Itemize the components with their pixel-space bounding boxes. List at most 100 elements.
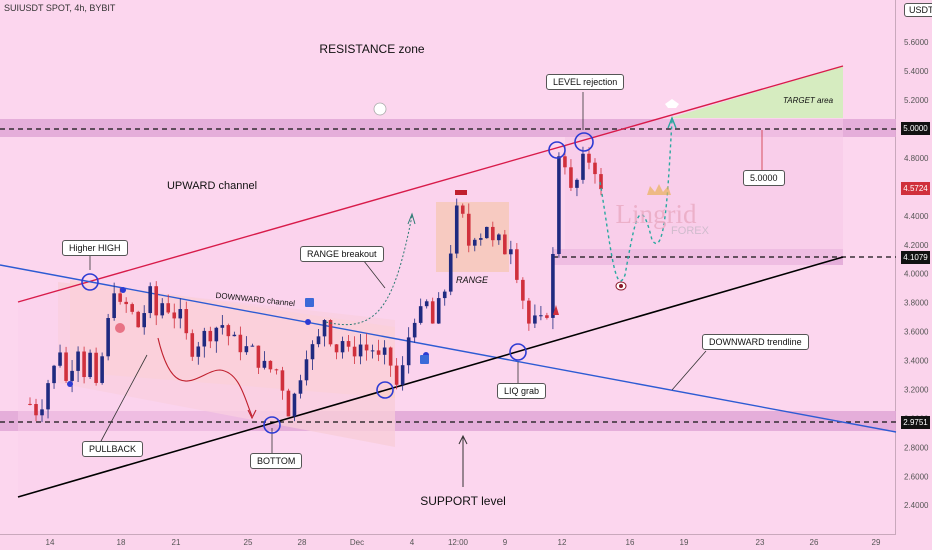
- bottom-marker[interactable]: [263, 416, 281, 434]
- level-rejection-marker[interactable]: [574, 132, 594, 152]
- eye-pupil: [619, 284, 623, 288]
- y-tick-label: 3.8000: [904, 299, 929, 308]
- candle-body: [376, 350, 381, 355]
- candle-body: [478, 238, 483, 240]
- candle-body: [136, 311, 140, 328]
- watermark-brand: Lingrid: [616, 199, 697, 229]
- candle-body: [154, 286, 159, 316]
- x-tick-label: 12:00: [448, 538, 469, 547]
- candle-body: [256, 345, 261, 368]
- candle-body: [274, 369, 279, 371]
- candle-body: [509, 249, 513, 255]
- y-tick-label: 3.4000: [904, 357, 929, 366]
- bottom-callout: BOTTOM: [250, 453, 303, 469]
- support-trendline[interactable]: [17, 256, 844, 498]
- time-axis[interactable]: 14 18 21 25 28 Dec 4 12:00 9 12 16 19 23 26 29: [46, 538, 881, 547]
- candle-body: [593, 162, 597, 175]
- candle-body: [454, 205, 459, 254]
- candle-body: [521, 279, 525, 301]
- signal-dot: [115, 323, 125, 333]
- candle-body: [515, 249, 519, 280]
- support-zone-band: [0, 411, 896, 431]
- trendline-pointer: [671, 350, 707, 391]
- upward-channel-line[interactable]: [17, 65, 844, 303]
- x-tick-label: 9: [503, 538, 508, 547]
- higher-high-marker[interactable]: [81, 273, 99, 291]
- x-tick-label: 12: [558, 538, 567, 547]
- liq-grab-callout: LIQ grab: [497, 383, 547, 399]
- candle-body: [472, 239, 477, 246]
- candle-body: [196, 346, 201, 357]
- candle-body: [28, 403, 32, 405]
- crown-logo: [647, 184, 671, 195]
- event-flag-icon[interactable]: [420, 355, 429, 364]
- symbol-title[interactable]: SUIUSDT SPOT, 4h, BYBIT: [4, 3, 116, 13]
- candle-body: [557, 156, 561, 254]
- candle-body: [88, 352, 92, 378]
- x-tick-label: 26: [810, 538, 819, 547]
- star-icon: [665, 99, 679, 108]
- pullback-pointer: [99, 354, 148, 444]
- x-tick-label: 29: [872, 538, 881, 547]
- candle-body: [412, 322, 417, 338]
- candle-body: [118, 293, 122, 302]
- candle-body: [587, 153, 591, 163]
- candle-body: [316, 336, 321, 345]
- y-tick-label: 4.0000: [904, 270, 929, 279]
- candle-body: [418, 306, 423, 323]
- candle-body: [527, 300, 531, 324]
- range-label: RANGE: [456, 275, 489, 285]
- y-tick-label: 2.4000: [904, 501, 929, 510]
- candle-body: [599, 174, 603, 190]
- y-tick-label: 5.4000: [904, 67, 929, 76]
- candle-body: [430, 301, 435, 324]
- upward-channel-label: UPWARD channel: [167, 180, 257, 192]
- upward-channel-fill: [18, 66, 843, 497]
- candle-body: [202, 330, 207, 347]
- candle-body: [298, 380, 303, 394]
- breakout-arrow-path: [325, 215, 413, 326]
- current-price-tag: 4.5724: [901, 182, 930, 195]
- candle-body: [46, 383, 50, 410]
- candle-body: [575, 179, 579, 188]
- currency-button[interactable]: USDT: [904, 3, 932, 17]
- candle-body: [328, 320, 333, 345]
- candle-body: [352, 346, 357, 357]
- x-tick-label: 18: [117, 538, 126, 547]
- higher-high-callout: Higher HIGH: [62, 240, 128, 256]
- channel-touch-dot: [305, 319, 311, 325]
- candle-body: [82, 351, 86, 378]
- candle-body: [551, 253, 555, 318]
- candle-body: [130, 304, 134, 312]
- support-price-tag: 2.9751: [901, 416, 930, 429]
- x-tick-label: Dec: [350, 538, 364, 547]
- candle-body: [340, 341, 345, 353]
- candle-body: [304, 359, 309, 381]
- candles: [28, 145, 603, 423]
- liq-grab-marker[interactable]: [509, 343, 527, 361]
- event-flag-icon[interactable]: [305, 298, 314, 307]
- channel-low-marker[interactable]: [376, 381, 394, 399]
- candle-body: [581, 153, 585, 180]
- pullback-arrow-path: [157, 337, 253, 417]
- candle-body: [232, 334, 237, 337]
- candle-body: [436, 298, 441, 324]
- x-tick-label: 28: [298, 538, 307, 547]
- alert-icon[interactable]: [373, 102, 387, 116]
- flag-icon: [455, 190, 467, 195]
- candle-body: [142, 313, 146, 328]
- breakout-high-marker[interactable]: [548, 141, 566, 159]
- candle-body: [268, 360, 273, 370]
- candle-body: [94, 352, 98, 383]
- projection-arrow-icon: [667, 116, 677, 129]
- candle-body: [394, 365, 399, 385]
- candle-body: [364, 344, 369, 351]
- candle-body: [226, 325, 231, 337]
- mid-price-tag: 4.1079: [901, 251, 930, 264]
- y-tick-label: 2.6000: [904, 472, 929, 481]
- candle-body: [406, 337, 411, 366]
- y-tick-label: 5.6000: [904, 38, 929, 47]
- channel-touch-dot: [67, 381, 73, 387]
- candle-body: [460, 205, 465, 214]
